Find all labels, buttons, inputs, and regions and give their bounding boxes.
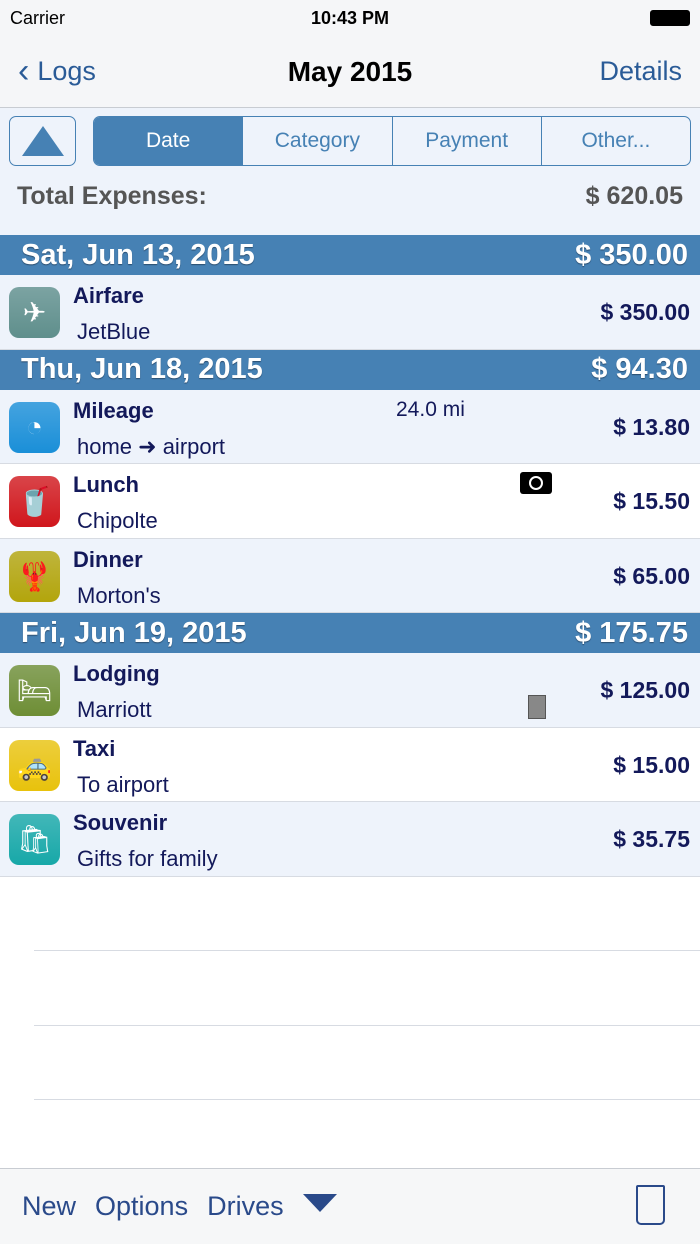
nav-bar: ‹ Logs May 2015 Details [0, 36, 700, 108]
section-total: $ 175.75 [575, 616, 688, 649]
airplane-icon: ✈ [9, 287, 60, 338]
fast-food-icon: 🥤 [9, 476, 60, 527]
expense-row[interactable]: 🛍 Souvenir Gifts for family $ 35.75 [0, 802, 700, 877]
carrier: Carrier [10, 7, 66, 28]
expense-description: Marriott [77, 697, 152, 722]
expense-description: Morton's [77, 582, 161, 608]
drives-button[interactable]: Drives [207, 1191, 284, 1221]
expense-row[interactable]: 🦞 Dinner Morton's $ 65.00 [0, 538, 700, 613]
expense-row[interactable]: 🚕 Taxi To airport $ 15.00 [0, 727, 700, 802]
expense-amount: $ 15.00 [613, 751, 690, 778]
total-label: Total Expenses: [17, 182, 207, 210]
section-total: $ 350.00 [575, 238, 688, 271]
shopping-bag-icon: 🛍 [9, 814, 60, 865]
segment-payment[interactable]: Payment [391, 117, 541, 165]
expense-category: Mileage [73, 397, 154, 423]
empty-row [34, 1026, 700, 1100]
expense-amount: $ 65.00 [613, 562, 690, 589]
expense-row[interactable]: ◔ Mileage home ➜ airport $ 13.80 24.0 mi [0, 389, 700, 464]
options-button[interactable]: Options [95, 1191, 189, 1221]
document-icon [528, 695, 546, 719]
expense-amount: $ 350.00 [600, 299, 690, 325]
expense-amount: $ 13.80 [613, 413, 690, 440]
empty-row [34, 877, 700, 951]
sort-toolbar: Date Category Payment Other... Total Exp… [0, 108, 700, 235]
expense-category: Airfare [73, 283, 144, 308]
section-header: Fri, Jun 19, 2015 $ 175.75 [0, 613, 700, 653]
expense-row[interactable]: 🛏 Lodging Marriott $ 125.00 [0, 653, 700, 728]
camera-icon [520, 472, 552, 494]
expense-description: Chipolte [77, 508, 158, 533]
section-header: Sat, Jun 13, 2015 $ 350.00 [0, 235, 700, 275]
bed-icon: 🛏 [9, 665, 60, 716]
section-date: Sat, Jun 13, 2015 [21, 238, 255, 271]
expense-row[interactable]: ✈ Airfare JetBlue $ 350.00 [0, 275, 700, 350]
expense-description: To airport [77, 771, 169, 797]
expense-category: Lunch [73, 472, 139, 497]
new-button[interactable]: New [22, 1191, 77, 1221]
expense-amount: $ 35.75 [613, 826, 690, 852]
clock: 10:43 PM [310, 8, 390, 28]
segment-other[interactable]: Other... [540, 117, 690, 165]
expense-amount: $ 15.50 [613, 488, 690, 514]
battery-icon [650, 10, 690, 26]
expense-category: Souvenir [73, 810, 168, 835]
filter-icon[interactable] [302, 1193, 337, 1212]
empty-row [34, 951, 700, 1026]
expense-row[interactable]: 🥤 Lunch Chipolte $ 15.50 [0, 464, 700, 539]
details-button[interactable]: Details [599, 56, 682, 86]
section-total: $ 94.30 [591, 353, 688, 385]
expense-category: Lodging [73, 661, 160, 686]
triangle-up-icon [21, 126, 64, 156]
page-title: May 2015 [287, 55, 413, 87]
expense-list: Sat, Jun 13, 2015 $ 350.00 ✈ Airfare JetBl… [0, 235, 700, 877]
section-date: Fri, Jun 19, 2015 [21, 616, 247, 649]
expense-description: JetBlue [77, 319, 151, 344]
total-value: $ 620.05 [585, 182, 683, 210]
expense-category: Taxi [73, 735, 116, 761]
total-expenses: Total Expenses: $ 620.05 [17, 182, 683, 211]
lobster-icon: 🦞 [9, 550, 60, 602]
segment-date[interactable]: Date [94, 117, 243, 165]
back-button[interactable]: ‹ Logs [18, 52, 96, 91]
back-label: Logs [37, 56, 96, 86]
segment-category[interactable]: Category [242, 117, 391, 165]
bottom-toolbar: New Options Drives [0, 1168, 700, 1244]
status-bar: Carrier 10:43 PM [0, 0, 700, 36]
expense-description: home ➜ airport [77, 433, 226, 459]
section-header: Thu, Jun 18, 2015 $ 94.30 [0, 349, 700, 390]
expense-amount: $ 125.00 [600, 677, 690, 703]
sort-segmented-control: Date Category Payment Other... [93, 116, 691, 166]
expense-description: Gifts for family [77, 846, 218, 871]
sort-order-button[interactable] [9, 116, 76, 166]
speedometer-icon: ◔ [9, 401, 60, 453]
taxi-icon: 🚕 [9, 739, 60, 791]
expense-category: Dinner [73, 546, 143, 572]
expense-distance: 24.0 mi [396, 397, 465, 421]
trash-icon[interactable] [636, 1185, 665, 1225]
section-date: Thu, Jun 18, 2015 [21, 353, 263, 385]
chevron-left-icon: ‹ [18, 52, 30, 90]
